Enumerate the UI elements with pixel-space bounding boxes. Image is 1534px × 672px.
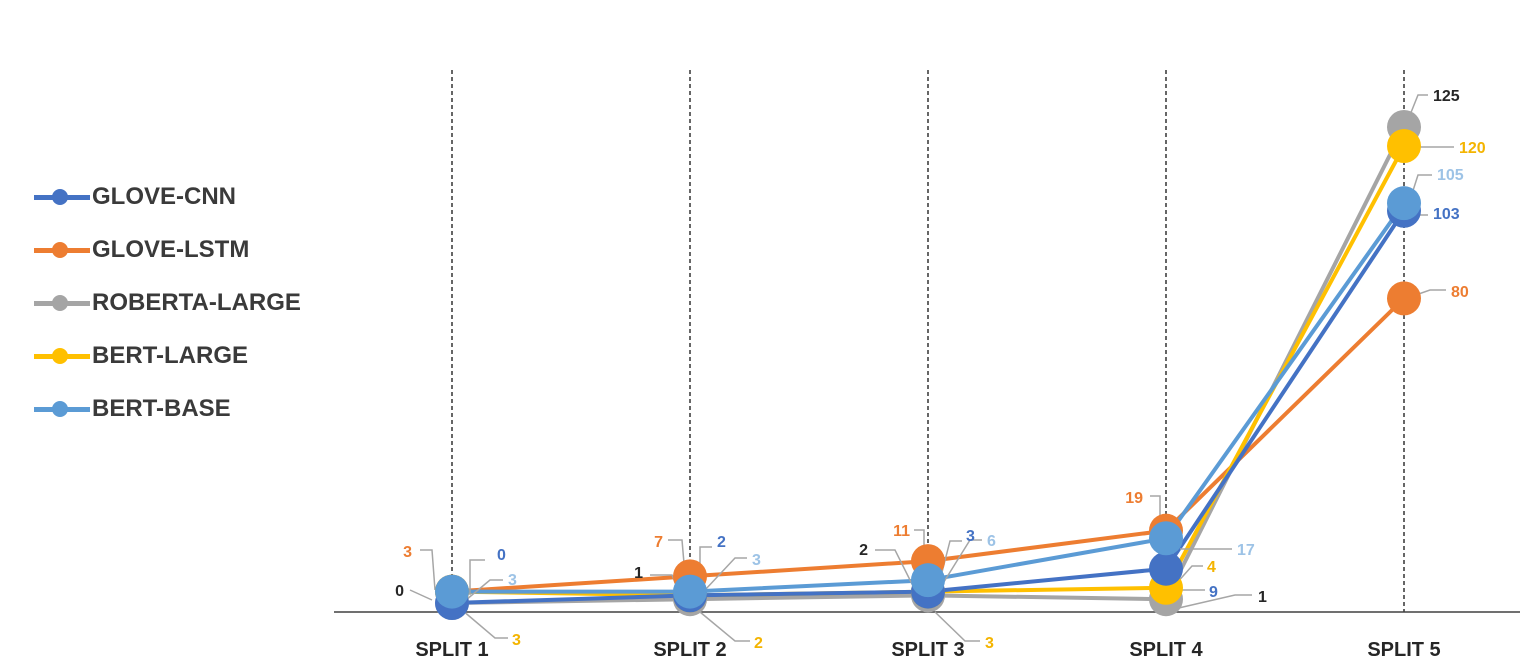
point-bert-base-5 — [1387, 186, 1421, 221]
x-axis-tick-labels: SPLIT 1 SPLIT 2 SPLIT 3 SPLIT 4 SPLIT 5 — [415, 639, 1440, 661]
data-label-glove-lstm-2: 7 — [654, 534, 663, 551]
leader-glove-lstm-1 — [420, 549, 436, 591]
legend-item-glove-cnn: GLOVE-CNN — [34, 170, 301, 223]
x-tick-label-5: SPLIT 5 — [1367, 639, 1440, 661]
leader-bert-large-4 — [1174, 565, 1203, 586]
legend-label: BERT-BASE — [92, 394, 231, 422]
data-label-glove-lstm-4: 19 — [1125, 490, 1143, 507]
leader-glove-cnn-1 — [469, 559, 485, 595]
data-label-glove-cnn-2: 2 — [717, 534, 726, 551]
leader-bert-large-2 — [699, 611, 750, 642]
legend-swatch — [34, 343, 90, 369]
data-label-bert-base-3: 6 — [987, 533, 996, 550]
data-label-bert-base-1: 3 — [508, 572, 517, 589]
data-label-bert-large-4: 4 — [1207, 559, 1216, 576]
data-label-glove-cnn-4: 9 — [1209, 584, 1218, 601]
legend-label: GLOVE-LSTM — [92, 235, 250, 263]
x-tick-label-2: SPLIT 2 — [653, 639, 726, 661]
legend-swatch — [34, 184, 90, 210]
data-label-bert-base-4: 17 — [1237, 542, 1255, 559]
x-tick-label-1: SPLIT 1 — [415, 639, 488, 661]
data-label-roberta-large-5: 125 — [1433, 88, 1460, 105]
data-label-roberta-large-1: 0 — [395, 583, 404, 600]
leader-roberta-large-3 — [875, 549, 916, 591]
point-bert-base-3 — [911, 563, 945, 598]
legend-swatch — [34, 396, 90, 422]
legend-item-roberta-large: ROBERTA-LARGE — [34, 276, 301, 329]
legend-label: BERT-LARGE — [92, 341, 248, 369]
data-label-bert-large-1: 3 — [512, 632, 521, 649]
data-label-glove-cnn-5: 103 — [1433, 206, 1460, 223]
data-label-glove-cnn-3: 3 — [966, 528, 975, 545]
legend-swatch — [34, 237, 90, 263]
series-points — [435, 110, 1421, 620]
data-label-glove-lstm-1: 3 — [403, 544, 412, 561]
legend-swatch — [34, 290, 90, 316]
legend-label: ROBERTA-LARGE — [92, 288, 301, 316]
point-bert-base-4 — [1149, 521, 1183, 556]
data-label-glove-lstm-3: 11 — [893, 523, 910, 540]
leader-bert-base-3 — [941, 539, 982, 586]
leader-bert-large-1 — [461, 609, 508, 639]
legend-item-glove-lstm: GLOVE-LSTM — [34, 223, 301, 276]
gridlines — [451, 70, 1405, 612]
data-label-roberta-large-3: 2 — [859, 542, 868, 559]
point-glove-cnn-4 — [1149, 551, 1183, 586]
data-label-glove-lstm-5: 80 — [1451, 284, 1469, 301]
point-bert-large-5 — [1387, 129, 1421, 164]
leader-roberta-large-5 — [1409, 94, 1428, 116]
leader-bert-base-1 — [465, 579, 503, 601]
data-label-glove-cnn-1: 0 — [497, 547, 506, 564]
point-bert-base-2 — [673, 574, 707, 609]
leader-bert-base-2 — [704, 557, 747, 591]
legend-label: GLOVE-CNN — [92, 182, 236, 210]
leader-bert-large-3 — [934, 611, 980, 642]
x-tick-label-4: SPLIT 4 — [1129, 639, 1203, 661]
data-label-bert-base-2: 3 — [752, 552, 761, 569]
legend: GLOVE-CNN GLOVE-LSTM ROBERTA-LARGE BERT-LAR… — [34, 170, 301, 435]
data-label-roberta-large-2: 1 — [634, 565, 643, 582]
leader-roberta-large-4 — [1169, 594, 1252, 611]
data-label-roberta-large-4: 1 — [1258, 589, 1267, 606]
x-tick-label-3: SPLIT 3 — [891, 639, 964, 661]
point-bert-base-1 — [435, 574, 469, 609]
leader-roberta-large-1 — [409, 589, 433, 601]
point-glove-lstm-5 — [1387, 281, 1421, 316]
data-label-bert-large-2: 2 — [754, 635, 763, 652]
data-label-bert-large-5: 120 — [1459, 140, 1486, 157]
data-label-bert-large-3: 3 — [985, 635, 994, 652]
legend-item-bert-large: BERT-LARGE — [34, 329, 301, 382]
data-label-bert-base-5: 105 — [1437, 167, 1464, 184]
legend-item-bert-base: BERT-BASE — [34, 382, 301, 435]
